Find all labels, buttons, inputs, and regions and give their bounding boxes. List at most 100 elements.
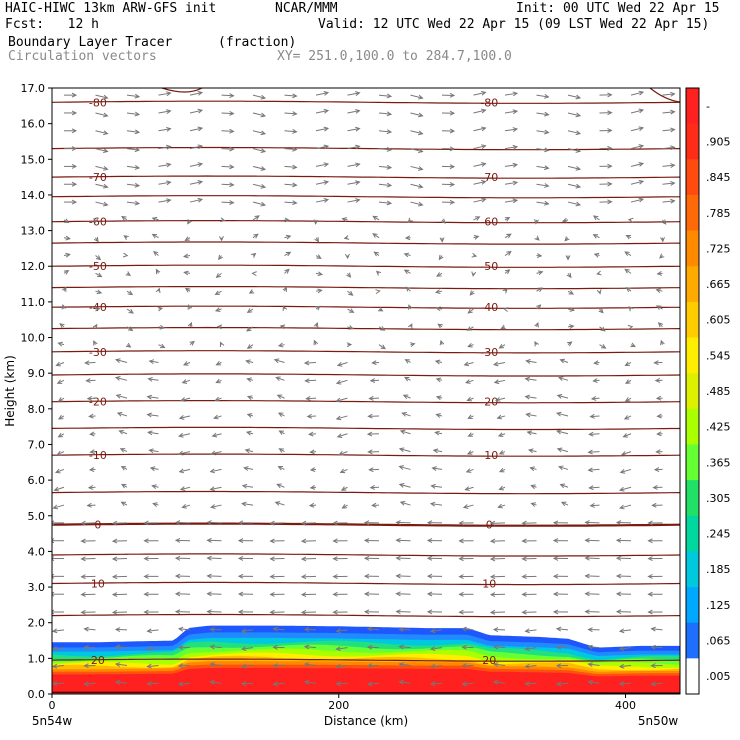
- circulation-vector: [83, 626, 96, 632]
- circulation-vector: [458, 556, 474, 562]
- circulation-vector: [473, 197, 487, 203]
- circulation-vector: [469, 290, 475, 296]
- circulation-vector: [284, 164, 298, 170]
- circulation-vector: [587, 644, 600, 650]
- circulation-vector: [252, 183, 267, 189]
- circulation-vector: [536, 147, 550, 153]
- circulation-vector: [405, 286, 411, 292]
- circulation-vector: [344, 253, 350, 260]
- circulation-vector: [347, 290, 354, 296]
- circulation-vector: [315, 271, 324, 277]
- circulation-vector: [502, 307, 509, 312]
- circulation-vector: [126, 326, 134, 332]
- circulation-vector: [378, 182, 393, 188]
- circulation-vector: [498, 485, 506, 491]
- circulation-vector: [410, 148, 424, 154]
- circulation-vector: [93, 218, 99, 224]
- circulation-vector: [618, 663, 632, 669]
- circulation-vector: [189, 108, 204, 114]
- circulation-vector: [114, 644, 128, 650]
- circulation-vector: [306, 413, 317, 419]
- circulation-vector: [272, 663, 285, 669]
- circulation-vector: [56, 450, 65, 456]
- circulation-vector: [404, 235, 411, 241]
- circulation-vector: [221, 146, 235, 152]
- isotherm-label: -10: [480, 449, 498, 462]
- field-units: (fraction): [218, 35, 297, 50]
- colorbar-label: -: [706, 100, 710, 113]
- circulation-vector: [64, 163, 78, 169]
- circulation-vector: [276, 394, 285, 400]
- circulation-vector: [375, 270, 382, 276]
- circulation-vector: [371, 360, 380, 366]
- circulation-vector: [52, 504, 65, 510]
- y-axis-title: Height (km): [3, 355, 17, 426]
- circulation-vector: [119, 448, 128, 453]
- circulation-vector: [651, 502, 663, 508]
- circulation-vector: [52, 663, 65, 669]
- circulation-vector: [599, 326, 606, 332]
- circulation-vector: [95, 112, 109, 118]
- circulation-vector: [300, 556, 317, 562]
- circulation-vector: [650, 626, 663, 632]
- colorbar-label: .185: [706, 563, 731, 576]
- circulation-vector: [174, 591, 191, 597]
- circulation-vector: [662, 91, 676, 97]
- circulation-vector: [189, 180, 204, 185]
- circulation-vector: [429, 681, 443, 687]
- circulation-vector: [466, 326, 474, 331]
- circulation-vector: [504, 217, 511, 222]
- circulation-vector: [525, 359, 537, 364]
- circulation-vector: [567, 307, 576, 312]
- circulation-vector: [87, 485, 96, 490]
- isotherm-line: [52, 220, 680, 224]
- circulation-vector: [126, 182, 141, 188]
- circulation-vector: [441, 199, 456, 205]
- circulation-vector: [120, 501, 128, 507]
- circulation-vector: [282, 305, 288, 311]
- circulation-vector: [126, 200, 141, 206]
- isotherm-label: 10: [91, 577, 105, 590]
- circulation-vector: [147, 376, 159, 382]
- circulation-vector: [630, 197, 645, 203]
- circulation-vector: [282, 286, 287, 292]
- circulation-vector: [489, 574, 506, 580]
- circulation-vector: [662, 198, 676, 204]
- circulation-vector: [378, 93, 393, 99]
- circulation-vector: [114, 627, 128, 633]
- circulation-vector: [593, 360, 600, 366]
- circulation-vector: [493, 379, 506, 385]
- circulation-vector: [213, 414, 222, 420]
- circulation-vector: [184, 236, 191, 242]
- circulation-vector: [536, 165, 550, 171]
- circulation-vector: [656, 271, 663, 276]
- circulation-vector: [489, 556, 506, 562]
- circulation-vector: [650, 681, 663, 687]
- circulation-vector: [338, 451, 348, 456]
- circulation-vector: [126, 147, 141, 153]
- circulation-vector: [178, 432, 191, 438]
- circulation-vector: [80, 609, 96, 615]
- circulation-vector: [618, 681, 632, 687]
- colorbar-label: .605: [706, 314, 731, 327]
- circulation-vector: [269, 574, 285, 580]
- circulation-vector: [125, 271, 132, 276]
- circulation-vector: [309, 467, 317, 473]
- isotherm-label: 20: [482, 654, 496, 667]
- circulation-vector: [441, 164, 456, 170]
- isotherm-line: [52, 175, 680, 179]
- circulation-vector: [209, 679, 222, 685]
- circulation-vector: [315, 180, 330, 185]
- circulation-vector: [237, 573, 254, 579]
- circulation-vector: [80, 520, 96, 526]
- circulation-vector: [366, 431, 380, 437]
- circulation-vector: [555, 626, 569, 632]
- circulation-vector: [183, 253, 191, 259]
- circulation-vector: [64, 92, 78, 98]
- isotherm-label: -20: [89, 396, 107, 409]
- circulation-vector: [521, 556, 537, 562]
- circulation-vector: [221, 110, 235, 116]
- circulation-vector: [567, 201, 582, 207]
- circulation-vector: [95, 255, 102, 261]
- circulation-vector: [366, 663, 380, 669]
